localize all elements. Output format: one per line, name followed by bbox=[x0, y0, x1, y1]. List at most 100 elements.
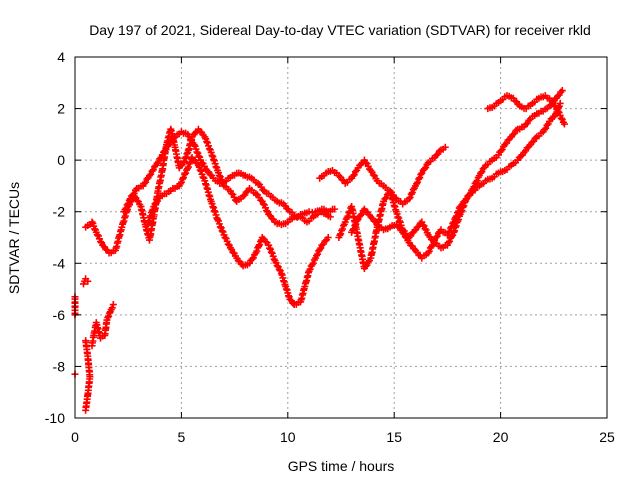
data-point bbox=[104, 314, 112, 322]
data-point bbox=[413, 180, 421, 188]
data-point bbox=[93, 231, 101, 239]
data-point bbox=[405, 195, 413, 203]
data-point bbox=[441, 143, 449, 151]
data-point bbox=[362, 262, 370, 270]
data-point bbox=[419, 221, 427, 229]
data-point bbox=[180, 159, 188, 167]
y-tick-label: 2 bbox=[57, 101, 65, 117]
data-point bbox=[82, 406, 90, 414]
data-point bbox=[454, 207, 462, 215]
data-point bbox=[108, 304, 116, 312]
data-point bbox=[337, 230, 345, 238]
data-point bbox=[444, 239, 452, 247]
y-tick-label: 4 bbox=[57, 49, 65, 65]
data-point bbox=[351, 222, 359, 230]
data-point bbox=[185, 160, 193, 168]
data-point bbox=[190, 141, 198, 149]
data-point bbox=[336, 231, 344, 239]
plot-frame bbox=[74, 56, 608, 419]
x-tick-label: 0 bbox=[71, 429, 79, 445]
data-point bbox=[214, 215, 222, 223]
data-point bbox=[409, 186, 417, 194]
data-point bbox=[309, 259, 317, 267]
data-point bbox=[316, 246, 324, 254]
data-point bbox=[324, 234, 332, 241]
data-point bbox=[255, 242, 263, 250]
data-point bbox=[270, 255, 278, 263]
data-point bbox=[125, 196, 133, 204]
data-point bbox=[148, 167, 156, 175]
data-point bbox=[183, 150, 191, 158]
data-point bbox=[452, 214, 460, 222]
data-point bbox=[195, 152, 203, 160]
x-tick-label: 25 bbox=[599, 429, 615, 445]
data-point bbox=[416, 174, 424, 182]
data-point bbox=[421, 225, 429, 233]
data-point bbox=[308, 261, 316, 269]
data-point bbox=[331, 205, 339, 213]
x-tick-label: 10 bbox=[280, 429, 296, 445]
data-point bbox=[408, 189, 416, 197]
data-point bbox=[446, 237, 454, 245]
data-point bbox=[273, 262, 281, 270]
data-point bbox=[176, 180, 184, 188]
data-point bbox=[161, 147, 169, 155]
data-point bbox=[133, 197, 141, 205]
data-point bbox=[351, 168, 359, 176]
data-point bbox=[343, 214, 351, 222]
data-point bbox=[364, 258, 372, 266]
data-point bbox=[432, 234, 440, 242]
data-point bbox=[350, 225, 358, 233]
data-point bbox=[417, 170, 425, 178]
data-point bbox=[557, 114, 565, 122]
data-point bbox=[203, 138, 211, 146]
data-point bbox=[415, 175, 423, 183]
y-tick-label: -8 bbox=[53, 358, 66, 374]
data-point bbox=[414, 178, 422, 186]
points-layer bbox=[71, 87, 568, 414]
data-point bbox=[446, 227, 454, 235]
data-point bbox=[558, 87, 566, 95]
data-point bbox=[124, 199, 132, 207]
data-point bbox=[406, 193, 414, 201]
data-point bbox=[145, 172, 153, 180]
y-tick-label: -4 bbox=[53, 255, 66, 271]
data-point bbox=[497, 147, 505, 155]
data-point bbox=[84, 277, 92, 285]
data-point bbox=[425, 247, 433, 255]
data-point bbox=[339, 225, 347, 233]
data-point bbox=[353, 217, 361, 225]
data-point bbox=[447, 224, 455, 232]
data-point bbox=[286, 295, 294, 303]
data-point bbox=[369, 171, 377, 179]
data-point bbox=[205, 145, 213, 153]
data-point bbox=[109, 301, 117, 309]
data-point bbox=[472, 178, 480, 186]
y-tick-label: -10 bbox=[45, 410, 65, 426]
data-point bbox=[473, 177, 481, 185]
data-point bbox=[248, 255, 256, 263]
data-point bbox=[196, 166, 204, 174]
grid-layer bbox=[75, 57, 607, 418]
data-point bbox=[401, 233, 409, 241]
data-point bbox=[448, 223, 456, 231]
chart-title: Day 197 of 2021, Sidereal Day-to-day VTE… bbox=[89, 22, 591, 38]
data-point bbox=[267, 248, 275, 256]
data-point bbox=[183, 165, 191, 173]
data-point bbox=[362, 159, 370, 167]
y-tick-label: -6 bbox=[53, 307, 66, 323]
data-point bbox=[178, 175, 186, 183]
data-point bbox=[152, 198, 160, 206]
data-point bbox=[224, 240, 232, 248]
data-point bbox=[429, 241, 437, 249]
data-point bbox=[186, 135, 194, 143]
data-point bbox=[477, 169, 485, 177]
data-point bbox=[181, 170, 189, 178]
data-point bbox=[314, 250, 322, 258]
data-point bbox=[177, 178, 185, 186]
data-point bbox=[199, 173, 207, 181]
data-point bbox=[543, 121, 551, 129]
data-point bbox=[275, 266, 283, 274]
